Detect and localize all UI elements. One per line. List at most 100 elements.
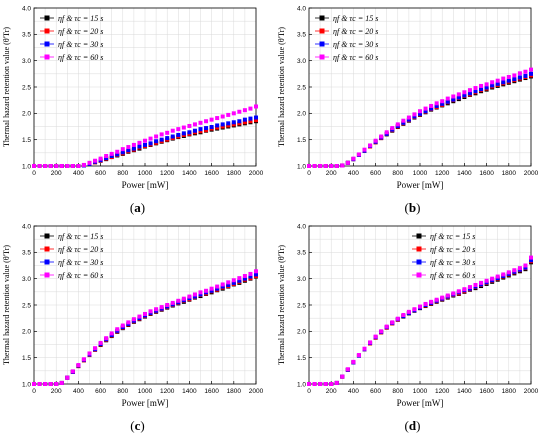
point-a-series-2 xyxy=(226,123,231,128)
x-tick-label: 1600 xyxy=(204,170,219,177)
x-tick-label: 0 xyxy=(32,170,36,177)
plot-frame xyxy=(308,225,532,385)
legend-label: ηf & τc = 20 s xyxy=(58,245,103,254)
point-b-series-4 xyxy=(323,164,328,168)
point-a-series-3 xyxy=(242,117,247,122)
point-b-series-4 xyxy=(462,90,467,95)
y-tick-label: 2.0 xyxy=(297,329,306,336)
point-a-series-3 xyxy=(204,126,209,131)
point-c-series-4 xyxy=(32,382,36,386)
point-c-series-4 xyxy=(192,292,197,297)
point-a-series-4 xyxy=(209,117,214,122)
point-a-series-4 xyxy=(231,111,236,116)
point-a-series-4 xyxy=(165,130,170,135)
point-b-series-4 xyxy=(479,83,484,88)
point-c-series-4 xyxy=(165,303,170,307)
point-c-series-4 xyxy=(209,286,214,291)
point-c-series-4 xyxy=(54,382,59,386)
x-tick-label: 400 xyxy=(73,170,84,177)
legend-label: ηf & τc = 15 s xyxy=(58,232,103,241)
legend-marker xyxy=(44,15,50,21)
point-a-series-4 xyxy=(215,116,220,121)
point-a-series-4 xyxy=(81,162,86,167)
x-tick-label: 400 xyxy=(348,170,359,177)
point-a-series-3 xyxy=(109,153,114,158)
point-a-series-4 xyxy=(143,138,147,143)
x-tick-label: 200 xyxy=(51,170,62,177)
point-c-series-4 xyxy=(176,298,181,303)
point-d-series-4 xyxy=(406,309,411,314)
panel-caption-a: (a) xyxy=(129,200,146,215)
point-a-series-3 xyxy=(148,141,153,146)
point-c-series-3 xyxy=(254,272,258,277)
point-b-series-3 xyxy=(523,73,528,78)
point-d-series-4 xyxy=(412,307,417,312)
point-d-series-4 xyxy=(401,313,406,318)
x-tick-label: 2000 xyxy=(524,388,539,395)
point-a-series-4 xyxy=(204,119,209,124)
point-b-series-4 xyxy=(418,109,422,114)
point-b-series-4 xyxy=(356,152,361,157)
point-b-series-3 xyxy=(401,120,406,125)
point-a-series-3 xyxy=(176,132,181,137)
point-b-series-4 xyxy=(368,143,373,148)
point-d-series-4 xyxy=(384,324,389,329)
point-a-series-3 xyxy=(115,152,120,157)
point-d-series-4 xyxy=(323,382,328,386)
point-b-series-4 xyxy=(467,88,472,93)
point-b-series-4 xyxy=(501,76,506,81)
point-a-series-3 xyxy=(231,120,236,125)
x-tick-label: 1800 xyxy=(227,388,242,395)
point-b-series-3 xyxy=(484,85,489,90)
point-d-series-4 xyxy=(334,380,339,385)
x-axis-label: Power [mW] xyxy=(122,180,169,190)
chart-panel-a: 0 200 400 600 800 1000 1200 1400 1600 1800 2000 1.0… xyxy=(0,0,275,218)
y-tick-label: 3.0 xyxy=(297,276,306,283)
point-b-series-3 xyxy=(473,89,478,94)
panel-letter-c: c xyxy=(134,418,141,433)
point-c-series-4 xyxy=(131,317,136,322)
point-a-series-2 xyxy=(254,118,258,123)
point-b-series-3 xyxy=(501,80,506,85)
point-a-series-3 xyxy=(170,134,175,139)
point-c-series-4 xyxy=(37,382,42,386)
point-c-series-4 xyxy=(215,284,220,289)
legend-marker xyxy=(44,259,50,265)
point-b-series-4 xyxy=(451,94,456,99)
point-a-series-4 xyxy=(104,153,109,158)
x-tick-label: 1400 xyxy=(182,388,197,395)
point-a-series-2 xyxy=(220,124,225,129)
point-b-series-4 xyxy=(373,138,378,143)
y-tick-label: 2.5 xyxy=(22,84,31,91)
point-d-series-4 xyxy=(362,346,367,351)
point-d-series-4 xyxy=(351,359,356,364)
point-b-series-3 xyxy=(517,75,522,80)
panel-caption-b: (b) xyxy=(404,200,421,215)
point-a-series-4 xyxy=(198,120,203,125)
legend-marker xyxy=(44,246,50,252)
point-a-series-3 xyxy=(143,142,147,147)
point-a-series-3 xyxy=(137,144,142,149)
point-b-series-3 xyxy=(406,117,411,122)
point-c-series-4 xyxy=(115,327,120,332)
point-b-series-4 xyxy=(512,73,517,78)
x-tick-label: 0 xyxy=(307,170,311,177)
y-axis-label: Thermal hazard retention value (θ'Tr) xyxy=(277,245,286,365)
point-c-series-4 xyxy=(104,336,109,341)
x-tick-label: 1000 xyxy=(138,388,153,395)
point-a-series-4 xyxy=(120,147,125,152)
y-tick-label: 3.0 xyxy=(297,58,306,65)
point-b-series-3 xyxy=(451,97,456,102)
point-a-series-3 xyxy=(198,127,203,132)
point-a-series-4 xyxy=(170,128,175,133)
point-d-series-4 xyxy=(501,272,506,277)
legend-c: ηf & τc = 15 s ηf & τc = 20 s ηf & τc = 30… xyxy=(40,232,103,280)
point-a-series-4 xyxy=(154,134,159,139)
legend-a: ηf & τc = 15 s ηf & τc = 20 s ηf & τc = 30… xyxy=(40,14,103,62)
legend-marker xyxy=(319,41,325,47)
point-b-series-3 xyxy=(467,91,472,96)
point-a-series-4 xyxy=(115,149,120,154)
x-tick-label: 0 xyxy=(32,388,36,395)
point-a-series-3 xyxy=(181,131,186,136)
legend-label: ηf & τc = 20 s xyxy=(58,27,103,36)
